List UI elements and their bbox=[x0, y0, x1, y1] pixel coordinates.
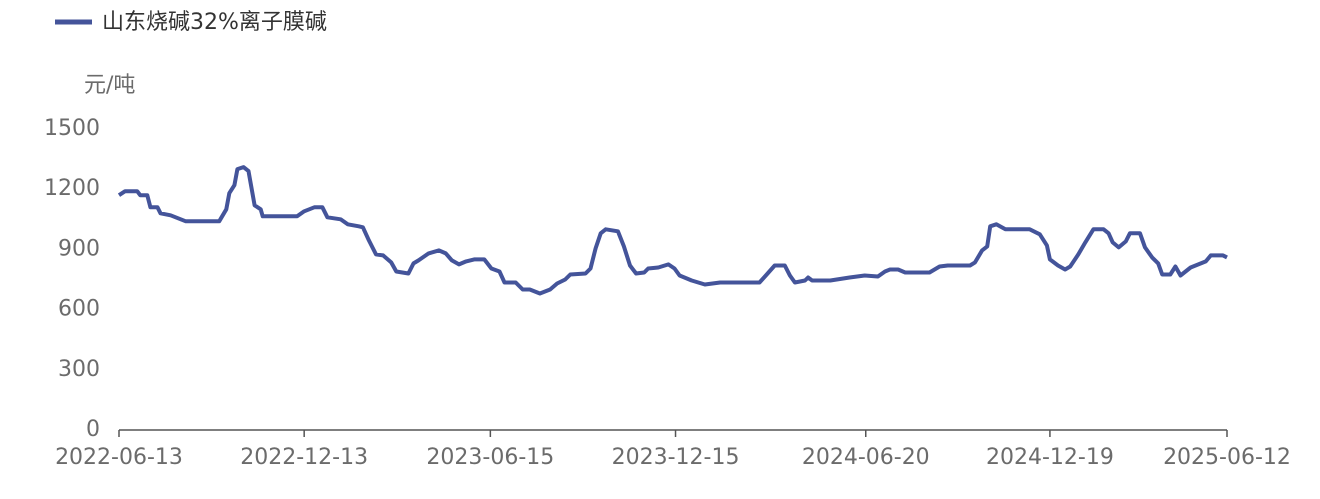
y-tick-label: 0 bbox=[86, 417, 100, 442]
x-tick-label: 2022-06-13 bbox=[55, 445, 183, 470]
y-tick-label: 900 bbox=[58, 236, 100, 261]
y-tick-label: 1200 bbox=[44, 176, 100, 201]
x-tick-label: 2023-12-15 bbox=[612, 445, 740, 470]
data-line bbox=[117, 165, 1228, 296]
x-tick-label: 2024-12-19 bbox=[986, 445, 1114, 470]
y-axis-label: 元/吨 bbox=[84, 73, 135, 98]
x-tick-label: 2023-06-15 bbox=[426, 445, 554, 470]
y-tick-label: 600 bbox=[58, 297, 100, 322]
y-tick-label: 300 bbox=[58, 357, 100, 382]
y-tick-label: 1500 bbox=[44, 116, 100, 141]
x-tick-label: 2025-06-12 bbox=[1163, 445, 1291, 470]
x-tick-label: 2022-12-13 bbox=[240, 445, 368, 470]
x-tick-label: 2024-06-20 bbox=[802, 445, 930, 470]
legend-label: 山东烧碱32%离子膜碱 bbox=[102, 10, 327, 35]
